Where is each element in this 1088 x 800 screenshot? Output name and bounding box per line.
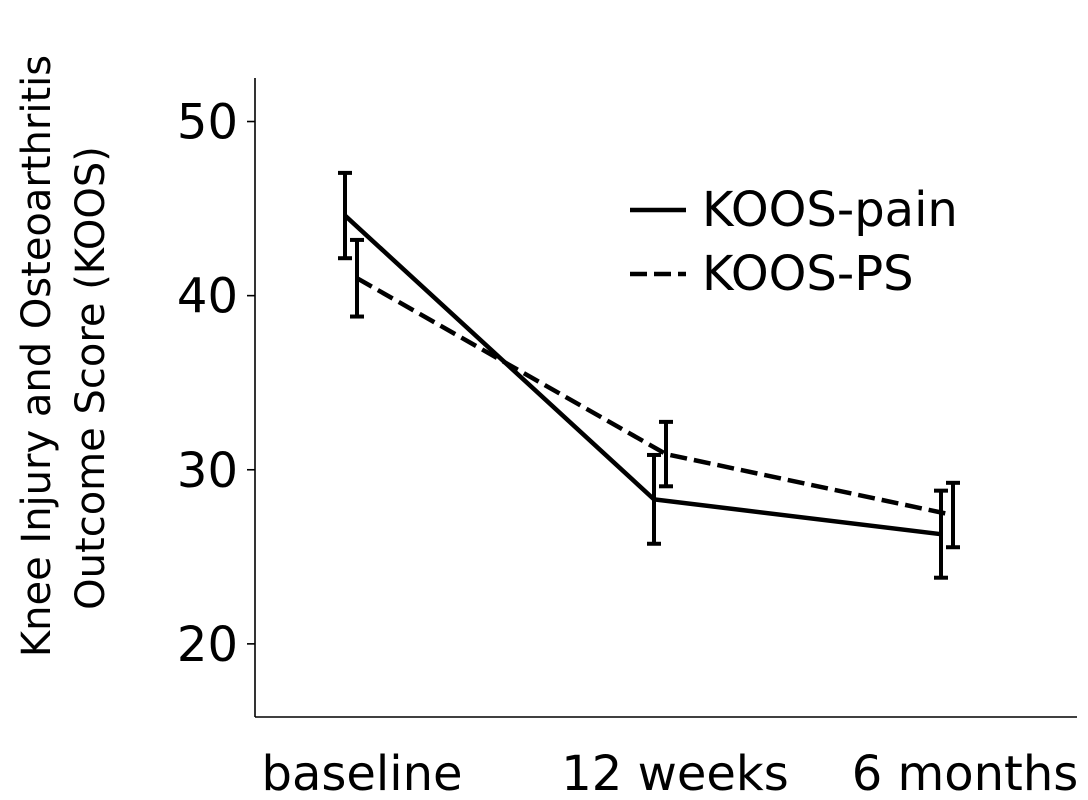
legend-label-koos-pain: KOOS-pain — [702, 182, 958, 238]
y-tick-label: 40 — [177, 269, 238, 325]
legend-label-koos-ps: KOOS-PS — [702, 246, 914, 302]
legend: KOOS-pain KOOS-PS — [630, 182, 958, 302]
error-bar-koos-ps — [946, 480, 960, 550]
error-bar-koos-ps — [659, 419, 673, 489]
series-layer — [338, 170, 960, 580]
error-bar-koos-pain — [338, 170, 352, 261]
y-ticks: 20 30 40 50 — [177, 95, 255, 673]
y-axis-title: Knee Injury and Osteoarthritis Outcome S… — [14, 55, 114, 657]
y-axis-title-line-1: Knee Injury and Osteoarthritis — [14, 55, 60, 657]
error-bar-koos-pain — [647, 452, 661, 546]
error-bar-koos-ps — [350, 237, 364, 319]
x-tick-label: 6 months — [852, 746, 1079, 800]
error-bar-koos-pain — [934, 488, 948, 580]
y-tick-label: 20 — [177, 617, 238, 673]
y-axis-title-line-2: Outcome Score (KOOS) — [68, 146, 114, 610]
x-tick-label: baseline — [261, 746, 462, 800]
y-tick-label: 50 — [177, 95, 238, 151]
x-ticks: baseline 12 weeks 6 months — [261, 746, 1078, 800]
y-tick-label: 30 — [177, 443, 238, 499]
x-tick-label: 12 weeks — [561, 746, 788, 800]
